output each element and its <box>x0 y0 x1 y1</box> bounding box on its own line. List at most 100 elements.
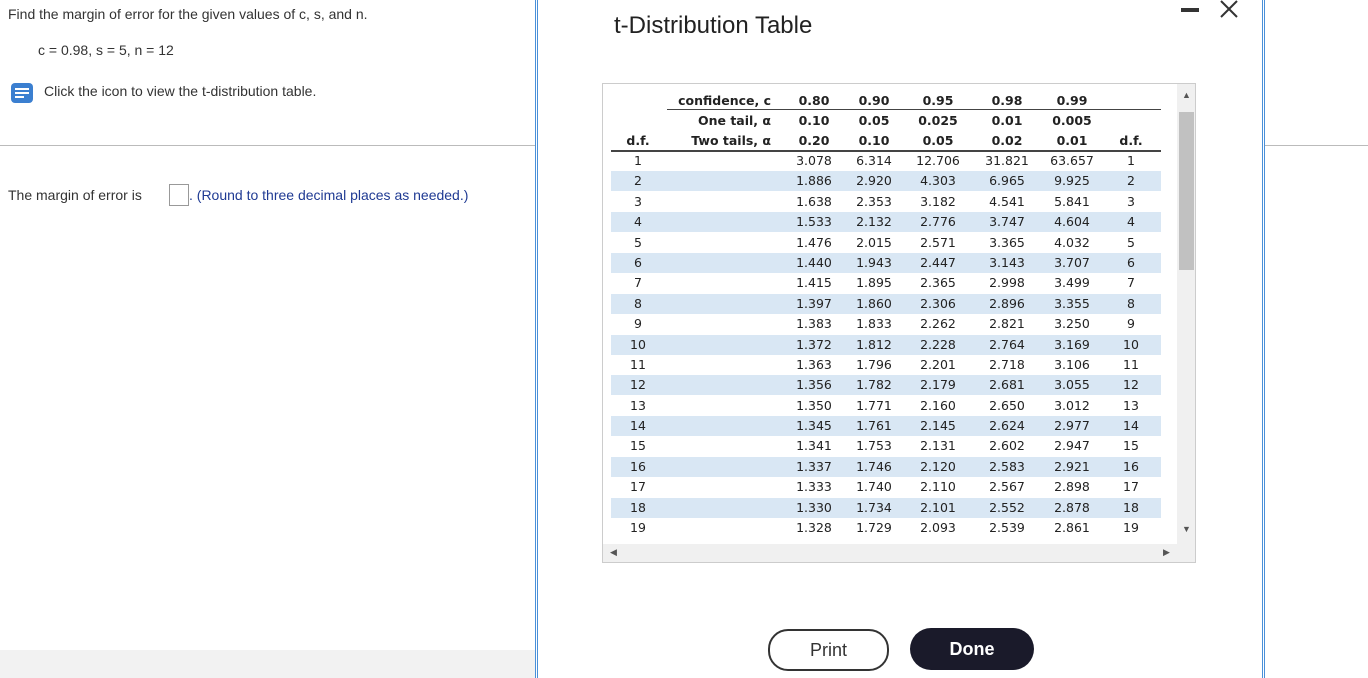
value-cell: 3.355 <box>1054 295 1090 311</box>
value-cell: 2.998 <box>989 275 1025 291</box>
value-cell: 2.718 <box>989 356 1025 372</box>
value-cell: 0.005 <box>1052 113 1092 128</box>
row-stripe <box>611 252 1161 273</box>
df-cell: 17 <box>630 479 646 495</box>
value-cell: 1.782 <box>856 377 892 393</box>
df-cell: 9 <box>634 316 642 332</box>
df-cell-right: 3 <box>1127 193 1135 209</box>
value-cell: 2.353 <box>856 193 892 209</box>
scroll-up: ▲ <box>1182 90 1191 100</box>
row-label: One tail, α <box>697 113 771 128</box>
value-cell: 3.106 <box>1054 356 1090 372</box>
df-cell: 13 <box>630 397 646 413</box>
table-icon[interactable] <box>10 82 36 104</box>
value-cell: 1.943 <box>856 254 892 270</box>
value-cell: 2.093 <box>920 520 956 536</box>
value-cell: 1.740 <box>856 479 892 495</box>
value-cell: 3.499 <box>1054 275 1090 291</box>
value-cell: 1.337 <box>796 458 832 474</box>
df-cell: 1 <box>634 153 642 168</box>
value-cell: 1.440 <box>796 254 832 270</box>
row-stripe <box>611 171 1161 192</box>
df-cell: 16 <box>630 458 646 474</box>
value-cell: 0.025 <box>918 113 958 128</box>
value-cell: 1.383 <box>796 316 832 332</box>
value-cell: 2.650 <box>989 397 1025 413</box>
value-cell: 2.861 <box>1054 520 1090 536</box>
value-cell: 2.262 <box>920 316 956 332</box>
value-cell: 2.571 <box>920 234 956 250</box>
value-cell: 1.753 <box>856 438 892 454</box>
value-cell: 3.169 <box>1054 336 1090 352</box>
df-cell-right: 16 <box>1123 458 1139 474</box>
value-cell: 1.372 <box>796 336 832 352</box>
value-cell: 0.01 <box>1056 133 1088 148</box>
value-cell: 1.476 <box>796 234 832 250</box>
value-cell: 4.303 <box>920 173 956 189</box>
value-cell: 3.707 <box>1054 254 1090 270</box>
df-cell-right: 4 <box>1127 214 1135 230</box>
value-cell: 1.638 <box>796 193 832 209</box>
df-cell-right: d.f. <box>1119 133 1143 148</box>
value-cell: 3.747 <box>989 214 1025 230</box>
value-cell: 2.179 <box>920 377 956 393</box>
value-cell: 0.01 <box>991 113 1023 128</box>
df-cell: 4 <box>634 214 642 230</box>
value-cell: 1.533 <box>796 214 832 230</box>
value-cell: 1.761 <box>856 418 892 434</box>
value-cell: 63.657 <box>1050 153 1094 168</box>
df-cell-right: 18 <box>1123 499 1139 515</box>
value-cell: 5.841 <box>1054 193 1090 209</box>
df-cell: 2 <box>634 173 642 189</box>
value-cell: 1.729 <box>856 520 892 536</box>
value-cell: 0.20 <box>798 133 830 148</box>
df-cell-right: 7 <box>1127 275 1135 291</box>
value-cell: 2.920 <box>856 173 892 189</box>
value-cell: 2.447 <box>920 254 956 270</box>
row-label: confidence, c <box>678 93 771 108</box>
value-cell: 0.99 <box>1056 93 1088 108</box>
table-link[interactable]: Click the icon to view the t-distributio… <box>44 83 317 99</box>
value-cell: 0.10 <box>858 133 890 148</box>
df-cell-right: 12 <box>1123 377 1139 393</box>
value-cell: 1.796 <box>856 356 892 372</box>
divider <box>1265 145 1368 146</box>
value-cell: 3.055 <box>1054 377 1090 393</box>
df-cell: 14 <box>630 418 646 434</box>
row-stripe <box>611 375 1161 396</box>
df-cell: 3 <box>634 193 642 209</box>
answer-suffix: . (Round to three decimal places as need… <box>189 187 469 203</box>
value-cell: 1.895 <box>856 275 892 291</box>
answer-input[interactable] <box>169 184 189 206</box>
value-cell: 3.182 <box>920 193 956 209</box>
value-cell: 4.604 <box>1054 214 1090 230</box>
print-button[interactable]: Print <box>768 629 889 671</box>
value-cell: 0.80 <box>798 93 830 108</box>
df-cell-right: 13 <box>1123 397 1139 413</box>
value-cell: 2.145 <box>920 418 956 434</box>
value-cell: 2.567 <box>989 479 1025 495</box>
value-cell: 1.397 <box>796 295 832 311</box>
df-cell-right: 19 <box>1123 520 1139 536</box>
df-cell-right: 6 <box>1127 254 1135 270</box>
divider <box>0 145 535 146</box>
value-cell: 1.328 <box>796 520 832 536</box>
done-button[interactable]: Done <box>910 628 1034 670</box>
value-cell: 2.110 <box>920 479 956 495</box>
value-cell: 3.143 <box>989 254 1025 270</box>
row-stripe <box>611 416 1161 437</box>
df-cell: 8 <box>634 295 642 311</box>
table-viewport: confidence, c 0.80 0.90 0.95 0.98 0.99 One tai… <box>602 83 1196 563</box>
value-cell: 1.341 <box>796 438 832 454</box>
value-cell: 1.886 <box>796 173 832 189</box>
minimize[interactable] <box>1181 8 1199 12</box>
value-cell: 2.132 <box>856 214 892 230</box>
value-cell: 2.977 <box>1054 418 1090 434</box>
value-cell: 2.228 <box>920 336 956 352</box>
close[interactable] <box>1220 0 1238 18</box>
df-cell-right: 11 <box>1123 356 1139 372</box>
row-stripe <box>611 334 1161 355</box>
value-cell: 2.306 <box>920 295 956 311</box>
df-cell: 19 <box>630 520 646 536</box>
df-cell: 5 <box>634 234 642 250</box>
